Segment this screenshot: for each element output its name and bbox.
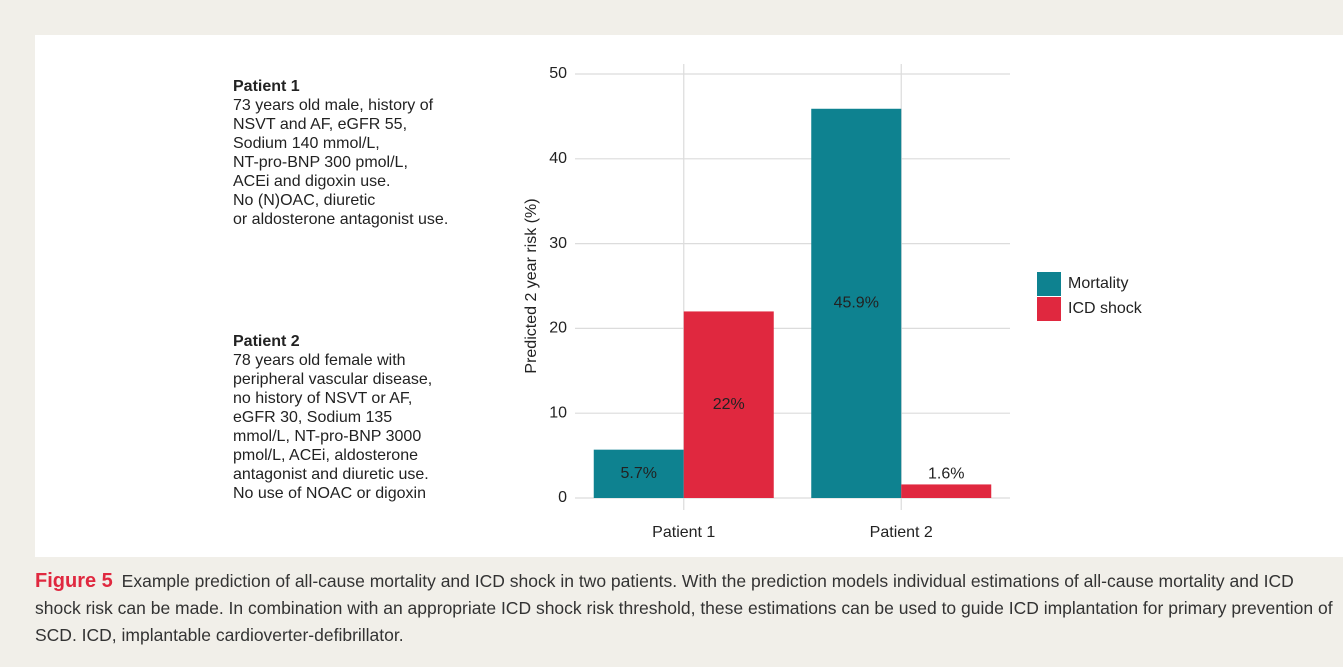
bar [593, 449, 684, 498]
y-tick-label: 0 [558, 489, 567, 506]
caption: Figure 5 Example prediction of all-cause… [35, 568, 1335, 649]
legend-swatch [1037, 297, 1061, 321]
y-tick-label: 30 [549, 235, 567, 252]
x-tick-label: Patient 2 [870, 524, 933, 541]
patient-text: ACEi and digoxin use. [233, 173, 390, 190]
y-tick-label: 50 [549, 65, 567, 82]
data-label: 5.7% [621, 465, 657, 482]
y-tick-label: 10 [549, 404, 567, 421]
bar [811, 108, 902, 498]
patient-text: 73 years old male, history of [233, 97, 434, 114]
data-label: 45.9% [834, 295, 879, 312]
legend-swatch [1037, 272, 1061, 296]
x-tick-label: Patient 1 [652, 524, 715, 541]
legend-label: ICD shock [1068, 300, 1143, 317]
legend-label: Mortality [1068, 275, 1128, 292]
data-label: 1.6% [928, 466, 964, 483]
figure: Predicted 2 year risk (%) Patient 1 73 ye… [35, 35, 1343, 557]
patient-text: NSVT and AF, eGFR 55, [233, 116, 407, 133]
patient-text: 78 years old female with [233, 352, 406, 369]
patient-text: mmol/L, NT-pro-BNP 3000 [233, 428, 421, 445]
patient-text: eGFR 30, Sodium 135 [233, 409, 392, 426]
y-tick-label: 20 [549, 320, 567, 337]
patient-text: antagonist and diuretic use. [233, 466, 429, 483]
y-axis-title: Predicted 2 year risk (%) [523, 198, 540, 373]
patient-text: peripheral vascular disease, [233, 371, 432, 388]
patient-text: no history of NSVT or AF, [233, 390, 412, 407]
patient-title: Patient 2 [233, 333, 300, 350]
patient-text: pmol/L, ACEi, aldosterone [233, 447, 418, 464]
data-label: 22% [713, 396, 745, 413]
caption-text: Example prediction of all-cause mortalit… [35, 571, 1333, 645]
patient-text: No use of NOAC or digoxin [233, 485, 426, 502]
patient-text: or aldosterone antagonist use. [233, 211, 448, 228]
bar [901, 484, 992, 498]
bar [683, 311, 774, 498]
patient-text: NT-pro-BNP 300 pmol/L, [233, 154, 408, 171]
caption-label: Figure 5 [35, 570, 113, 592]
patient-text: No (N)OAC, diuretic [233, 192, 375, 209]
patient-text: Sodium 140 mmol/L, [233, 135, 380, 152]
y-tick-label: 40 [549, 150, 567, 167]
patient-title: Patient 1 [233, 78, 300, 95]
